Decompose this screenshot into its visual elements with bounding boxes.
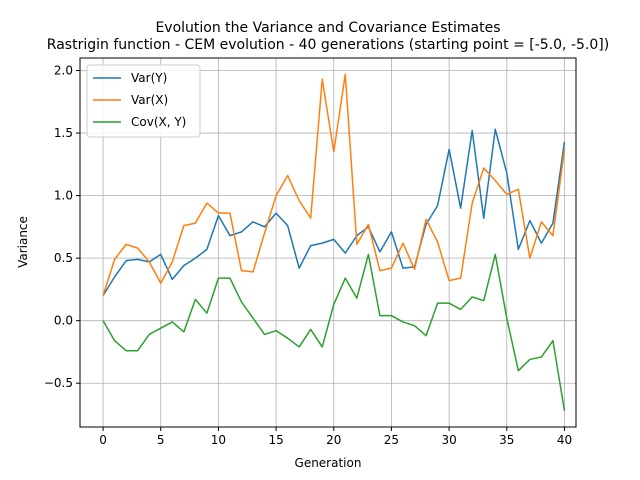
x-tick-label: 10 [211,433,226,447]
x-tick-label: 0 [99,433,107,447]
x-tick-label: 35 [499,433,514,447]
legend-label-1: Var(X) [131,93,168,107]
x-tick-label: 5 [157,433,165,447]
series-line-0 [102,128,566,297]
y-axis-label: Variance [16,216,30,268]
y-tick-label: 2.0 [54,64,73,78]
y-axis-ticks: −0.5 0.0 0.5 1.0 1.5 2.0 [44,64,80,390]
legend-box [86,64,201,138]
y-tick-label: 0.0 [54,314,73,328]
x-tick-label: 25 [384,433,399,447]
series-line-1 [102,73,566,296]
legend-label-2: Cov(X, Y) [131,115,186,129]
grid [80,58,576,427]
x-axis-ticks: 0 5 10 15 20 25 30 35 40 [99,427,572,447]
x-axis-label: Generation [295,456,362,470]
chart-title: Evolution the Variance and Covariance Es… [155,20,500,36]
plot-frame [79,57,577,428]
chart-subtitle: Rastrigin function - CEM evolution - 40 … [47,37,609,53]
y-tick-label: 0.5 [54,251,73,265]
x-tick-label: 40 [557,433,572,447]
x-tick-label: 15 [268,433,283,447]
y-tick-label: 1.0 [54,189,73,203]
y-tick-label: 1.5 [54,126,73,140]
series-line-2 [102,253,566,411]
legend: Var(Y) Var(X) Cov(X, Y) [86,64,201,138]
x-tick-label: 20 [326,433,341,447]
legend-label-0: Var(Y) [131,71,167,85]
y-tick-label: −0.5 [44,376,73,390]
series-lines [102,73,566,411]
x-tick-label: 30 [441,433,456,447]
